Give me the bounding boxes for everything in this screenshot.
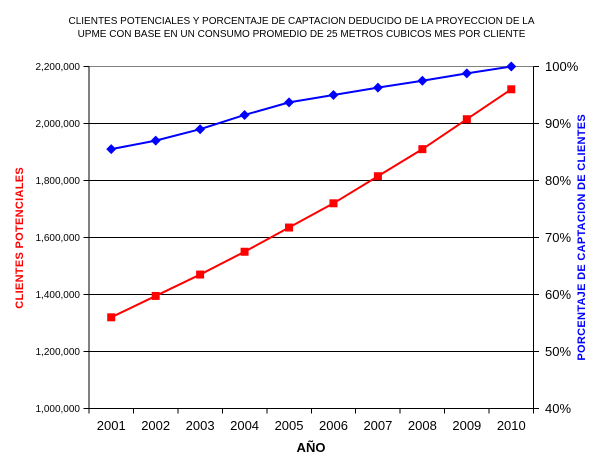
marker-square — [151, 291, 160, 300]
marker-square — [240, 247, 249, 256]
right-axis-tick-label: 40% — [545, 401, 571, 416]
right-axis-tick-label: 80% — [545, 173, 571, 188]
left-axis-tick-label: 1,800,000 — [36, 176, 81, 187]
left-axis-tick-label: 2,200,000 — [36, 62, 81, 73]
chart-title-line-1: CLIENTES POTENCIALES Y PORCENTAJE DE CAP… — [68, 16, 535, 27]
chart-title-line-2: UPME CON BASE EN UN CONSUMO PROMEDIO DE … — [77, 29, 526, 40]
x-axis-tick-label: 2004 — [230, 418, 259, 433]
marker-square — [507, 85, 516, 94]
marker-diamond — [150, 135, 161, 146]
left-axis-tick-label: 1,400,000 — [36, 290, 81, 301]
marker-square — [373, 172, 382, 181]
marker-square — [329, 199, 338, 208]
right-axis-tick-label: 60% — [545, 287, 571, 302]
marker-square — [285, 223, 294, 232]
chart-title: CLIENTES POTENCIALES Y PORCENTAJE DE CAP… — [0, 15, 603, 41]
right-axis-tick-label: 100% — [545, 59, 579, 74]
right-axis-tick-label: 70% — [545, 230, 571, 245]
right-axis-tick-label: 50% — [545, 344, 571, 359]
series-line-right — [111, 65, 512, 151]
marker-diamond — [239, 109, 250, 120]
marker-square — [462, 115, 471, 124]
marker-diamond — [106, 144, 117, 155]
x-axis-title: AÑO — [296, 440, 326, 455]
marker-diamond — [461, 68, 472, 79]
x-axis-tick-label: 2010 — [497, 418, 526, 433]
marker-square — [196, 270, 205, 279]
left-axis-tick-label: 2,000,000 — [36, 119, 81, 130]
x-axis-tick-label: 2003 — [186, 418, 215, 433]
x-axis-tick-label: 2006 — [319, 418, 348, 433]
x-axis-tick-label: 2002 — [141, 418, 170, 433]
marker-diamond — [284, 97, 295, 108]
x-axis-tick-label: 2007 — [363, 418, 392, 433]
marker-square — [107, 313, 116, 322]
marker-diamond — [195, 124, 206, 135]
left-axis-tick-label: 1,200,000 — [36, 347, 81, 358]
series-line-left — [110, 88, 512, 319]
marker-diamond — [417, 75, 428, 86]
x-axis-tick-label: 2009 — [452, 418, 481, 433]
left-axis-tick-label: 1,600,000 — [36, 233, 81, 244]
marker-diamond — [506, 61, 517, 72]
marker-diamond — [372, 82, 383, 93]
x-axis-tick-label: 2008 — [408, 418, 437, 433]
left-axis-tick-label: 1,000,000 — [36, 404, 81, 415]
x-axis-tick-label: 2001 — [97, 418, 126, 433]
marker-square — [418, 145, 427, 154]
x-axis-tick-label: 2005 — [275, 418, 304, 433]
right-axis-tick-label: 90% — [545, 116, 571, 131]
marker-diamond — [328, 90, 339, 100]
